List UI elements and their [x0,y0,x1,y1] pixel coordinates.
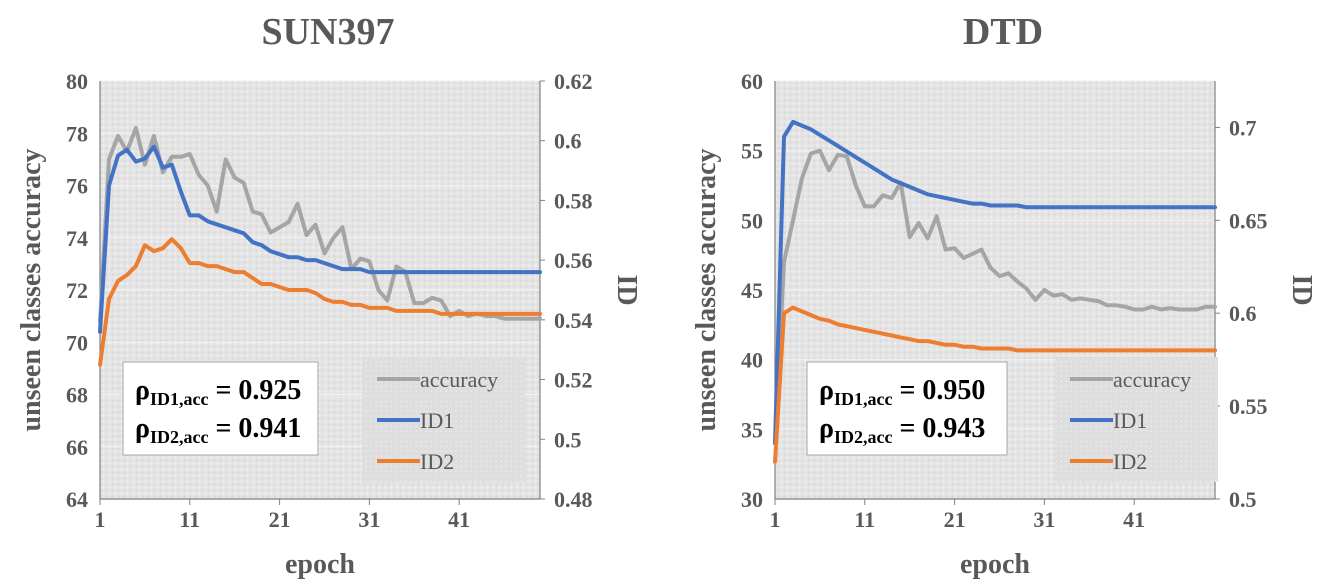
x-tick-label: 21 [269,507,291,532]
correlation-rho1: ρID1,acc = 0.925 [135,375,301,409]
y-tick-label: 35 [741,417,763,442]
rho-subscript: ID1,acc [834,389,892,409]
y2-axis-label: ID [611,274,642,305]
y-tick-label: 40 [741,348,763,373]
chart-title: DTD [963,11,1043,53]
y-tick-label: 50 [741,208,763,233]
x-tick-label: 11 [179,507,200,532]
y2-tick-label: 0.5 [554,427,582,452]
correlation-box-frame [806,361,1008,456]
legend-label-accuracy: accuracy [1113,367,1191,392]
y-axis-label: unseen classes accuracy [16,148,47,431]
rho-value: = 0.925 [208,375,301,406]
legend-label-accuracy: accuracy [420,367,498,392]
legend-label-id1: ID1 [420,408,454,433]
y-axis-label: unseen classes accuracy [691,148,722,431]
chart-title: SUN397 [261,11,394,53]
correlation-rho2: ρID2,acc = 0.943 [819,413,985,447]
legend-label-id1: ID1 [1113,408,1147,433]
y-tick-label: 64 [66,487,88,512]
y-tick-label: 78 [66,121,88,146]
rho-symbol: ρ [135,375,150,406]
correlation-box-frame [122,361,319,456]
y-tick-label: 70 [66,330,88,355]
y-tick-label: 76 [66,174,88,199]
series-line-accuracy [773,148,1217,446]
y-tick-label: 74 [66,226,88,251]
x-tick-label: 31 [358,507,380,532]
y2-tick-label: 0.6 [554,129,582,154]
rho-subscript: ID2,acc [834,427,892,447]
series-line-id1 [98,144,542,334]
series-line-id2 [773,305,1217,464]
rho-value: = 0.943 [892,413,985,444]
x-tick-label: 31 [1033,507,1055,532]
y2-tick-label: 0.62 [554,69,593,94]
rho-symbol: ρ [819,413,834,444]
y-tick-label: 66 [66,435,88,460]
rho-subscript: ID1,acc [150,389,208,409]
x-tick-label: 1 [770,507,781,532]
y2-tick-label: 0.65 [1229,208,1268,233]
x-axis-label: epoch [960,549,1030,580]
x-tick-label: 41 [448,507,470,532]
legend: accuracy ID1 ID2 [362,357,525,482]
y-tick-label: 80 [66,69,88,94]
x-tick-label: 41 [1123,507,1145,532]
x-tick-label: 1 [95,507,106,532]
y2-tick-label: 0.55 [1229,394,1268,419]
y-tick-label: 72 [66,278,88,303]
x-tick-label: 21 [944,507,966,532]
y2-tick-label: 0.48 [554,487,593,512]
legend-label-id2: ID2 [420,449,454,474]
correlation-rho2: ρID2,acc = 0.941 [135,413,301,447]
correlation-rho1: ρID1,acc = 0.950 [819,375,985,409]
y-tick-label: 68 [66,383,88,408]
y2-tick-label: 0.56 [554,248,593,273]
y-tick-label: 55 [741,139,763,164]
y-tick-label: 45 [741,278,763,303]
y2-tick-label: 0.58 [554,188,593,213]
x-axis-label: epoch [285,549,355,580]
rho-value: = 0.950 [892,375,985,406]
y2-axis-label: ID [1286,274,1317,305]
rho-symbol: ρ [819,375,834,406]
y2-tick-label: 0.5 [1229,487,1257,512]
y-tick-label: 30 [741,487,763,512]
chart-sun397: 64 66 68 70 72 74 76 78 80 0.48 0.5 0.52 0.54 0.56 0.5… [16,11,642,580]
legend: accuracy ID1 ID2 [1055,357,1218,482]
legend-label-id2: ID2 [1113,449,1147,474]
y2-tick-label: 0.54 [554,308,593,333]
series-line-id2 [98,237,542,367]
rho-symbol: ρ [135,413,150,444]
y2-tick-label: 0.7 [1229,115,1257,140]
rho-value: = 0.941 [208,413,301,444]
x-tick-label: 11 [854,507,875,532]
series-line-id1 [773,119,1217,446]
y-tick-label: 60 [741,69,763,94]
y2-tick-label: 0.52 [554,368,593,393]
y2-tick-label: 0.6 [1229,301,1257,326]
rho-subscript: ID2,acc [150,427,208,447]
